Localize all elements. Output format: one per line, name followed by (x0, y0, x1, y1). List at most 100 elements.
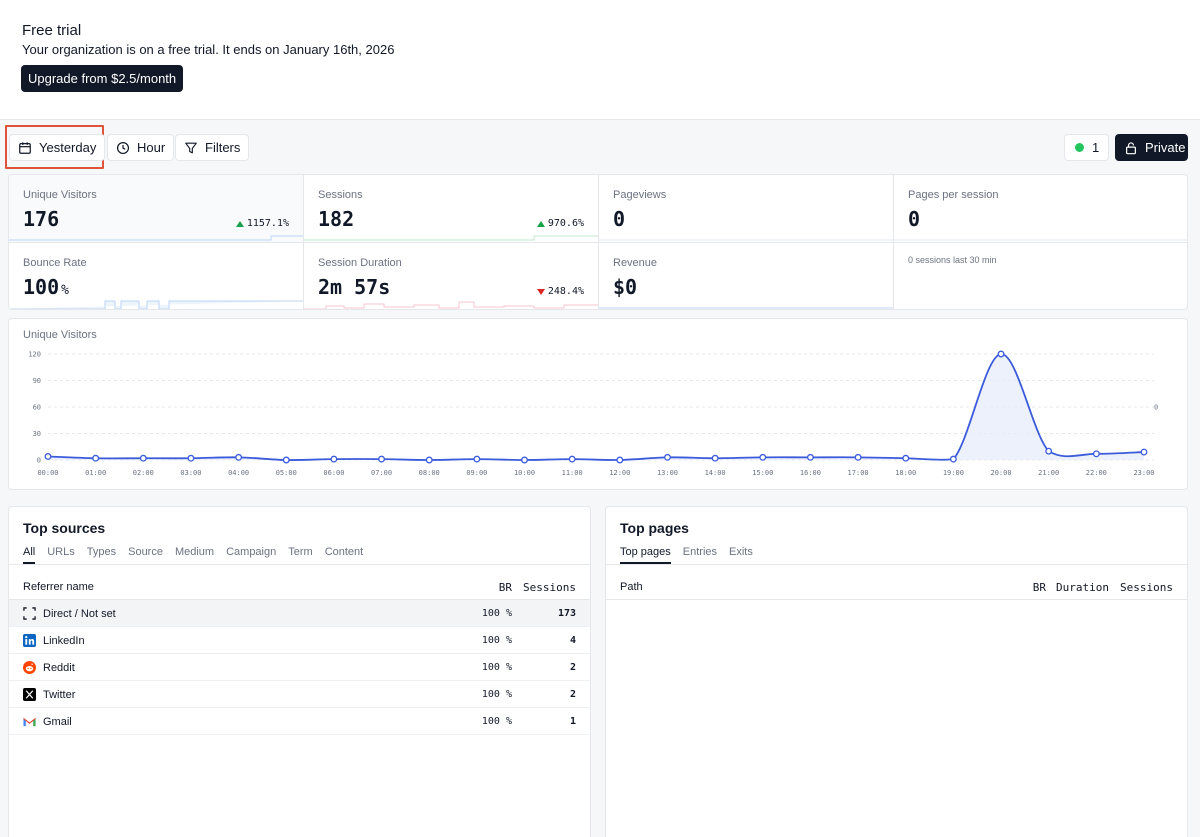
data-point[interactable] (759, 453, 767, 461)
data-point[interactable] (92, 454, 100, 462)
column-br[interactable]: BR (498, 581, 512, 594)
metric-value-number: 100 (23, 275, 60, 299)
metric-label: Bounce Rate (23, 257, 87, 269)
clock-icon (116, 141, 130, 154)
table-row[interactable]: Reddit 100 % 2 (9, 654, 590, 681)
unique-visitors-chart-svg: 120 90 60 30 0 0 00:00 01:00 02:00 03:00 04:00 05:0… (28, 350, 1158, 478)
data-point[interactable] (616, 456, 624, 464)
metric-value: 0 (613, 207, 626, 231)
metric-pageviews[interactable]: Pageviews 0 (599, 175, 894, 243)
data-point[interactable] (806, 453, 814, 461)
tab-exits[interactable]: Exits (729, 546, 753, 558)
tabs-divider (9, 564, 590, 565)
data-point[interactable] (282, 456, 290, 464)
metric-label: Pages per session (908, 189, 999, 201)
tab-content[interactable]: Content (324, 546, 364, 558)
metric-label: Revenue (613, 257, 658, 269)
interval-button[interactable]: Hour (107, 134, 175, 161)
interval-label: Hour (137, 140, 166, 155)
metric-bounce-rate[interactable]: Bounce Rate 100% (9, 243, 304, 309)
metric-unit: % (61, 283, 69, 298)
column-sessions[interactable]: Sessions (523, 581, 576, 594)
table-row[interactable]: Twitter 100 % 2 (9, 681, 590, 708)
free-trial-banner: Free trial Your organization is on a fre… (0, 0, 1200, 120)
data-point[interactable] (187, 454, 195, 462)
table-row[interactable]: LinkedIn 100 % 4 (9, 627, 590, 654)
metric-label: Unique Visitors (23, 189, 97, 201)
data-point[interactable] (854, 453, 862, 461)
tab-top-pages[interactable]: Top pages (620, 546, 671, 564)
tab-urls[interactable]: URLs (47, 546, 75, 558)
online-users-indicator[interactable]: 1 (1064, 134, 1109, 161)
metric-revenue[interactable]: Revenue $0 (599, 243, 894, 309)
tab-medium[interactable]: Medium (174, 546, 215, 558)
tab-entries[interactable]: Entries (682, 546, 718, 558)
data-point[interactable] (425, 456, 433, 464)
metric-pages-per-session[interactable]: Pages per session 0 (894, 175, 1187, 243)
private-button[interactable]: Private (1115, 134, 1188, 161)
sparkline (894, 239, 1187, 241)
top-pages-card: Top pages Top pages Entries Exits Path B… (605, 506, 1188, 837)
metric-unique-visitors[interactable]: Unique Visitors 176 1157.1% (9, 175, 304, 243)
column-br[interactable]: BR (1032, 581, 1046, 594)
sparkline (304, 235, 598, 241)
column-sessions[interactable]: Sessions (1120, 581, 1173, 594)
referrer-sessions: 4 (569, 635, 576, 646)
referrer-name: Gmail (43, 716, 72, 728)
upgrade-button[interactable]: Upgrade from $2.5/month (21, 65, 184, 92)
data-point[interactable] (711, 454, 719, 462)
data-point[interactable] (521, 456, 528, 464)
table-row[interactable]: Gmail 100 % 1 (9, 708, 590, 735)
data-point[interactable] (235, 453, 243, 461)
metric-sessions[interactable]: Sessions 182 970.6% (304, 175, 599, 243)
metric-label: Session Duration (318, 257, 402, 269)
column-referrer-name[interactable]: Referrer name (23, 581, 94, 593)
referrer-br: 100 % (481, 662, 512, 673)
column-path[interactable]: Path (620, 581, 643, 593)
data-point[interactable] (378, 455, 386, 463)
x-tick-label: 08:00 (419, 469, 440, 477)
date-range-button[interactable]: Yesterday (9, 134, 106, 161)
data-point[interactable] (568, 455, 576, 463)
referrer-br: 100 % (481, 635, 512, 646)
metric-value: 182 (318, 207, 355, 231)
y-tick-label: 60 (33, 404, 41, 412)
metric-value: 100% (23, 275, 69, 299)
tab-source[interactable]: Source (128, 546, 163, 558)
metric-label: Pageviews (613, 189, 667, 201)
filters-label: Filters (205, 140, 241, 155)
metric-session-duration[interactable]: Session Duration 2m 57s 248.4% (304, 243, 599, 309)
tab-term[interactable]: Term (288, 546, 313, 558)
tab-all[interactable]: All (23, 546, 36, 564)
x-tick-label: 12:00 (609, 469, 630, 477)
data-point[interactable] (902, 454, 910, 462)
column-duration[interactable]: Duration (1056, 581, 1109, 594)
tab-campaign[interactable]: Campaign (226, 546, 277, 558)
sparkline (304, 301, 598, 309)
filters-button[interactable]: Filters (175, 134, 250, 161)
x-tick-label: 02:00 (133, 469, 154, 477)
data-point[interactable] (1140, 448, 1148, 456)
top-sources-card: Top sources All URLs Types Source Medium… (8, 506, 591, 837)
x-tick-label: 10:00 (514, 469, 535, 477)
data-point[interactable] (44, 453, 52, 460)
top-sources-tabs: All URLs Types Source Medium Campaign Te… (23, 546, 375, 564)
table-row[interactable]: Direct / Not set 100 % 173 (9, 600, 590, 627)
data-point[interactable] (139, 454, 147, 462)
data-point[interactable] (330, 455, 338, 463)
data-point[interactable] (949, 455, 957, 463)
x-tick-label: 20:00 (991, 469, 1012, 477)
referrer-name: Direct / Not set (43, 608, 116, 620)
data-point[interactable] (1092, 450, 1100, 458)
realtime-sessions: 0 sessions last 30 min (894, 243, 1187, 309)
x-tick-label: 17:00 (848, 469, 869, 477)
data-point[interactable] (664, 453, 671, 461)
x-tick-label: 19:00 (943, 469, 964, 477)
data-point[interactable] (1045, 447, 1053, 455)
data-point[interactable] (997, 350, 1005, 358)
x-tick-label: 11:00 (562, 469, 583, 477)
tab-types[interactable]: Types (86, 546, 117, 558)
data-point[interactable] (473, 455, 481, 463)
referrer-sessions: 2 (569, 662, 576, 673)
lock-icon (1126, 141, 1136, 154)
